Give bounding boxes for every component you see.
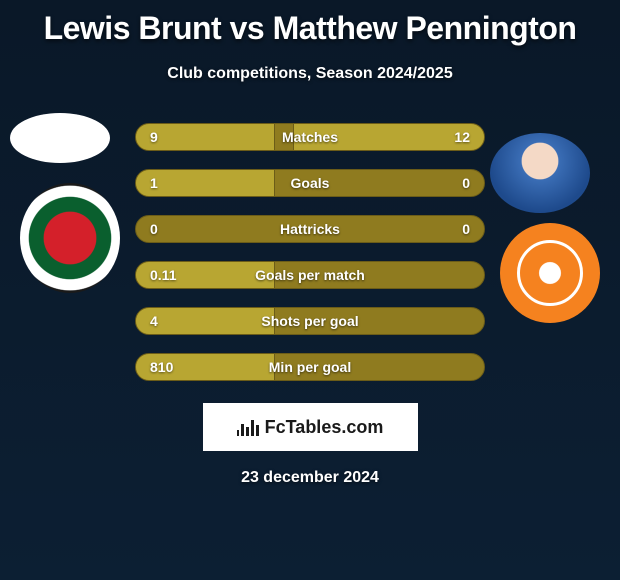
stat-label: Goals [291, 175, 330, 191]
logo-chart-icon [237, 418, 259, 436]
comparison-panel: 9 12 Matches 1 0 Goals 0 0 Hattricks 0.11 Goals pe… [0, 113, 620, 403]
stat-value-left: 4 [150, 313, 158, 329]
stat-label: Min per goal [269, 359, 351, 375]
player-left-avatar [10, 113, 110, 163]
player-right-crest [500, 223, 600, 323]
stat-label: Shots per goal [261, 313, 358, 329]
stat-value-left: 0.11 [150, 267, 176, 283]
player-right-avatar [490, 133, 590, 213]
stat-row: 0.11 Goals per match [135, 261, 485, 289]
fctables-logo: FcTables.com [203, 403, 418, 451]
stat-row: 9 12 Matches [135, 123, 485, 151]
stat-value-left: 0 [150, 221, 158, 237]
subtitle: Club competitions, Season 2024/2025 [0, 65, 620, 83]
stat-value-left: 1 [150, 175, 158, 191]
stat-value-right: 12 [454, 129, 470, 145]
stat-label: Hattricks [280, 221, 340, 237]
stat-row: 1 0 Goals [135, 169, 485, 197]
stat-label: Matches [282, 129, 338, 145]
player-left-crest [20, 183, 120, 293]
stat-row: 4 Shots per goal [135, 307, 485, 335]
stat-row: 810 Min per goal [135, 353, 485, 381]
logo-text: FcTables.com [265, 417, 384, 438]
stat-value-left: 810 [150, 359, 173, 375]
stat-value-right: 0 [462, 221, 470, 237]
page-title: Lewis Brunt vs Matthew Pennington [0, 0, 620, 47]
stat-bars: 9 12 Matches 1 0 Goals 0 0 Hattricks 0.11 Goals pe… [135, 123, 485, 399]
stat-value-right: 0 [462, 175, 470, 191]
stat-value-left: 9 [150, 129, 158, 145]
stat-row: 0 0 Hattricks [135, 215, 485, 243]
date-label: 23 december 2024 [0, 469, 620, 487]
stat-label: Goals per match [255, 267, 365, 283]
